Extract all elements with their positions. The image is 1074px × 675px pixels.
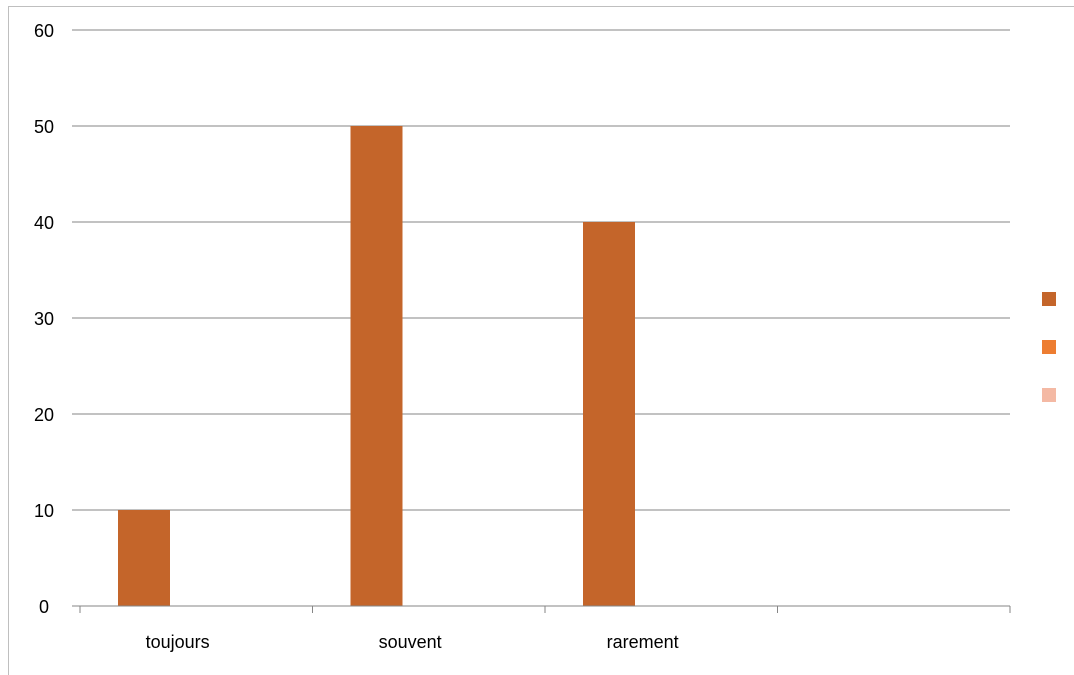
x-tick-label: souvent <box>379 632 442 652</box>
y-tick-label: 10 <box>34 501 54 521</box>
bars <box>118 126 635 606</box>
legend-swatch <box>1042 292 1056 306</box>
bar <box>351 126 403 606</box>
gridlines <box>72 30 1010 510</box>
y-tick-label: 60 <box>34 21 54 41</box>
y-tick-labels: 0 10 20 30 40 50 60 <box>34 21 54 617</box>
legend <box>1042 292 1056 402</box>
bar <box>583 222 635 606</box>
axes <box>72 606 1010 613</box>
legend-swatch <box>1042 388 1056 402</box>
x-tick-labels: toujours souvent rarement <box>146 632 679 652</box>
y-tick-label: 0 <box>39 597 49 617</box>
x-tick-label: toujours <box>146 632 210 652</box>
y-tick-label: 50 <box>34 117 54 137</box>
y-tick-label: 40 <box>34 213 54 233</box>
x-tick-label: rarement <box>607 632 679 652</box>
y-tick-label: 30 <box>34 309 54 329</box>
y-tick-label: 20 <box>34 405 54 425</box>
bar <box>118 510 170 606</box>
legend-swatch <box>1042 340 1056 354</box>
